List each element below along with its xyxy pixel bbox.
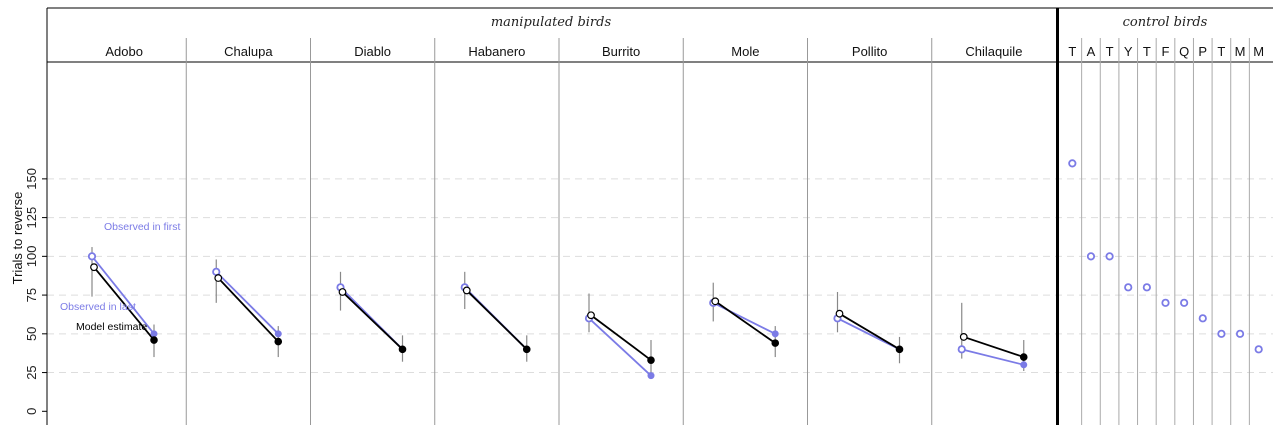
bird-panels: Adobo Chalupa Diablo Habanero Burrito Mole Pol… xyxy=(105,38,1264,425)
y-tick-label: 0 xyxy=(24,408,39,415)
observed-last-point xyxy=(274,330,282,338)
y-tick-label: 100 xyxy=(24,245,39,267)
control-bird-name: T xyxy=(1217,44,1225,59)
model-first-point xyxy=(338,288,347,296)
observed-first-point xyxy=(212,267,221,276)
control-observed-point xyxy=(1068,159,1077,168)
control-observed-point xyxy=(1142,283,1151,292)
chart-frame: manipulated birds control birds Trials t… xyxy=(10,7,1273,425)
model-line xyxy=(839,312,900,351)
model-last-point xyxy=(1019,353,1028,361)
observed-last-annotation: Observed in last xyxy=(60,301,136,313)
y-axis-title: Trials to reverse xyxy=(10,192,25,285)
model-line xyxy=(217,277,279,343)
control-bird-name: M xyxy=(1235,44,1246,59)
observed-first-point xyxy=(957,345,966,354)
model-first-point xyxy=(462,286,471,295)
model-line xyxy=(590,314,652,361)
model-line xyxy=(466,289,528,350)
control-bird-name: T xyxy=(1143,44,1151,59)
bird-name-label: Diablo xyxy=(354,44,391,59)
control-observed-point xyxy=(1105,252,1114,261)
control-bird-name: Q xyxy=(1179,44,1189,59)
control-bird-name: T xyxy=(1106,44,1114,59)
model-estimate-annotation: Model estimate xyxy=(76,321,147,333)
control-bird-name: M xyxy=(1253,44,1264,59)
bird-name-label: Burrito xyxy=(602,44,640,59)
bird-name-label: Chalupa xyxy=(224,44,273,59)
model-last-point xyxy=(150,336,158,344)
observed-line xyxy=(91,255,155,335)
observed-line xyxy=(961,348,1024,366)
model-last-point xyxy=(274,337,283,346)
y-tick-label: 25 xyxy=(24,365,39,379)
observed-line xyxy=(712,302,776,335)
observed-first-annotation: Observed in first xyxy=(104,221,181,233)
observed-last-point xyxy=(1020,361,1028,369)
model-line xyxy=(963,336,1025,358)
observed-line xyxy=(215,271,279,335)
annotations: Observed in first Observed in last Model… xyxy=(60,221,181,333)
model-first-point xyxy=(214,274,223,282)
model-last-point xyxy=(398,345,407,354)
observed-last-point xyxy=(150,330,158,338)
model-first-point xyxy=(711,297,720,306)
control-bird-name: P xyxy=(1198,44,1207,59)
control-observed-point xyxy=(1198,314,1207,323)
y-tick-label: 150 xyxy=(24,168,39,190)
bird-name-label: Habanero xyxy=(468,44,525,59)
bird-name-label: Mole xyxy=(731,44,759,59)
gridlines xyxy=(47,178,1273,374)
observed-first-point xyxy=(87,252,97,261)
model-line xyxy=(714,300,776,344)
control-bird-name: F xyxy=(1162,44,1170,59)
model-first-point xyxy=(90,263,98,272)
control-bird-name: T xyxy=(1068,44,1076,59)
model-last-point xyxy=(522,345,531,354)
manipulated-group-title: manipulated birds xyxy=(491,15,612,30)
model-last-point xyxy=(895,345,904,354)
model-last-point xyxy=(771,339,780,347)
y-tick-label: 50 xyxy=(24,327,39,341)
model-last-point xyxy=(647,356,655,364)
data-marks xyxy=(87,159,1263,380)
y-tick-label: 75 xyxy=(24,288,39,302)
bird-name-label: Pollito xyxy=(852,44,887,59)
observed-line xyxy=(588,317,652,377)
model-first-point xyxy=(587,311,595,320)
observed-last-point xyxy=(647,372,655,380)
control-observed-point xyxy=(1254,345,1263,354)
control-bird-name: A xyxy=(1087,44,1096,59)
y-tick-label: 125 xyxy=(24,207,39,229)
control-bird-name: Y xyxy=(1124,44,1133,59)
model-line xyxy=(341,291,404,350)
control-observed-point xyxy=(1086,252,1096,261)
model-line xyxy=(93,266,155,341)
model-first-point xyxy=(835,309,844,318)
bird-name-label: Adobo xyxy=(105,44,143,59)
control-group-title: control birds xyxy=(1123,15,1208,30)
control-observed-point xyxy=(1161,298,1170,307)
control-observed-point xyxy=(1180,298,1189,307)
model-first-point xyxy=(959,333,968,341)
control-observed-point xyxy=(1124,283,1133,292)
control-observed-point xyxy=(1235,329,1245,338)
observed-last-point xyxy=(771,330,779,338)
y-axis: 0 25 50 75 100 125 150 xyxy=(24,168,47,415)
control-observed-point xyxy=(1217,329,1226,338)
bird-name-label: Chilaquile xyxy=(965,44,1022,59)
